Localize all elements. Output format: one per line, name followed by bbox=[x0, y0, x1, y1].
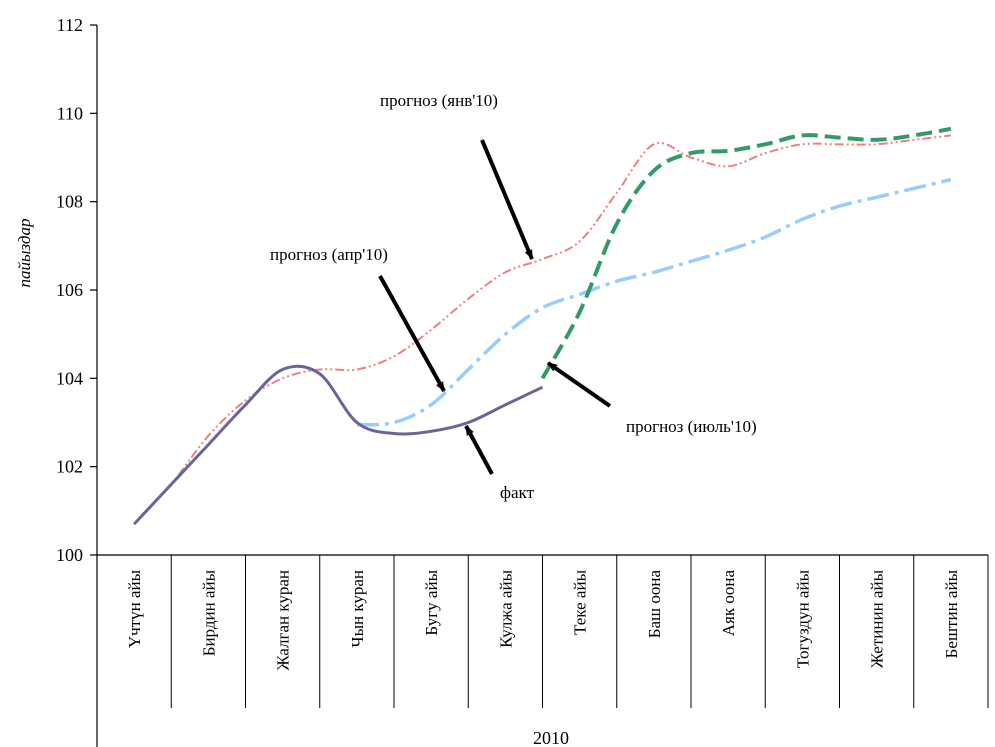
x-axis-label: 2010 bbox=[533, 728, 569, 747]
x-category-label: Баш оона bbox=[645, 570, 664, 639]
y-tick-label: 104 bbox=[56, 368, 83, 388]
y-tick-label: 100 bbox=[56, 545, 83, 565]
x-category-label: Аяк оона bbox=[719, 570, 738, 637]
y-tick-label: 110 bbox=[57, 103, 83, 123]
x-category-label: Үчтүн айы bbox=[125, 569, 144, 648]
series-line-apr bbox=[356, 177, 952, 427]
x-category-label: Жалган куран bbox=[274, 570, 293, 671]
annotation-apr: прогноз (апр'10) bbox=[270, 245, 388, 264]
annotation-arrow-jul bbox=[546, 361, 612, 408]
y-ticks: 100 102 104 106 108 110 112 bbox=[56, 15, 97, 565]
x-category-label: Тогуздун айы bbox=[793, 569, 812, 668]
annotation-jan: прогноз (янв'10) bbox=[380, 91, 498, 110]
annotation-arrow-apr bbox=[378, 275, 446, 392]
annotation-fact: факт bbox=[500, 483, 535, 502]
x-category-label: Жетинин айы bbox=[868, 569, 887, 668]
y-axis-label: пайыздар bbox=[15, 218, 34, 287]
annotation-arrow-fact bbox=[464, 425, 494, 475]
series-line-jul bbox=[540, 126, 952, 380]
series-line-fact bbox=[133, 364, 544, 526]
y-tick-label: 106 bbox=[56, 280, 83, 300]
y-tick-label: 112 bbox=[57, 15, 83, 35]
x-category-label: Бирдин айы bbox=[199, 569, 218, 656]
x-category-label: Чын куран bbox=[348, 570, 367, 647]
x-category-labels: Үчтүн айы Бирдин айы Жалган куран Чын куран… bbox=[125, 569, 961, 670]
x-category-label: Теке айы bbox=[571, 569, 590, 635]
annotations: прогноз (янв'10) прогноз (апр'10) прогно… bbox=[270, 91, 757, 502]
series-lines bbox=[133, 126, 952, 526]
y-tick-label: 102 bbox=[56, 457, 83, 477]
annotation-arrow-jan bbox=[480, 139, 534, 260]
x-category-label: Бештин айы bbox=[942, 569, 961, 658]
series-line-jan bbox=[133, 134, 952, 525]
annotation-jul: прогноз (июль'10) bbox=[626, 417, 757, 436]
x-category-label: Бугу айы bbox=[422, 569, 441, 635]
axes bbox=[96, 25, 989, 747]
y-tick-label: 108 bbox=[56, 192, 83, 212]
x-category-label: Кулжа айы bbox=[496, 569, 515, 647]
